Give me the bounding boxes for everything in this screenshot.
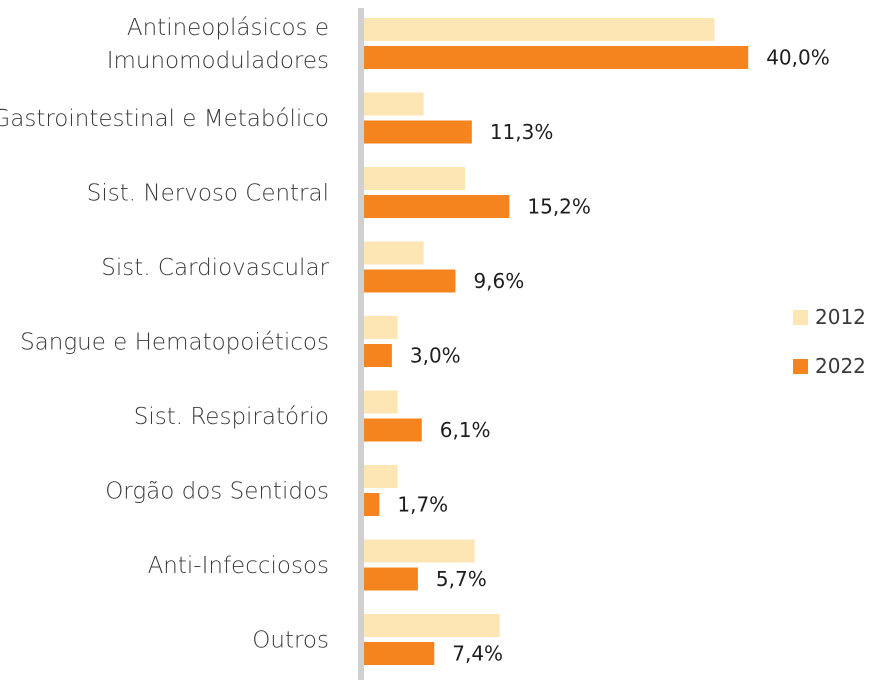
data-label-2022-0: 40,0% <box>766 46 830 70</box>
category-label-line: Antineoplásicos e <box>127 15 329 41</box>
bar-2012-7 <box>363 539 475 563</box>
category-label-line: Anti-Infecciosos <box>148 553 329 579</box>
bar-2022-1 <box>363 120 472 144</box>
bar-2012-4 <box>363 316 398 339</box>
data-label-2022-6: 1,7% <box>397 493 448 517</box>
data-label-2022-3: 9,6% <box>473 269 524 293</box>
bar-2012-5 <box>363 390 398 414</box>
legend-swatch-2012 <box>793 310 808 325</box>
category-label-7: Anti-Infecciosos <box>148 553 329 579</box>
bar-2022-5 <box>363 418 422 442</box>
category-label-line: Sist. Respiratório <box>134 404 329 430</box>
bar-2022-3 <box>363 269 456 293</box>
bar-2022-2 <box>363 195 510 218</box>
legend: 2012 2022 <box>793 305 866 378</box>
category-label-5: Sist. Respiratório <box>134 404 329 430</box>
category-label-line: Sist. Nervoso Central <box>87 181 329 207</box>
bar-2012-3 <box>363 241 424 265</box>
value-labels: 40,0% 11,3% 15,2% 9,6% 3,0% 6,1% 1,7% 5,7% 7,4% <box>397 46 829 666</box>
bar-2022-8 <box>363 642 435 665</box>
bar-2012-0 <box>363 18 715 41</box>
category-label-1: Gastrointestinal e Metabólico <box>0 106 329 132</box>
category-label-0: Antineoplásicos e Imunomoduladores <box>107 15 329 74</box>
category-label-line: Sangue e Hematopoiéticos <box>20 330 329 356</box>
category-labels: Antineoplásicos e Imunomoduladores Gastroi… <box>0 15 330 654</box>
bar-2022-0 <box>363 46 749 69</box>
legend-swatch-2022 <box>793 359 808 374</box>
bar-2012-6 <box>363 465 398 488</box>
category-label-line: Gastrointestinal e Metabólico <box>0 106 329 132</box>
category-label-line: Outros <box>252 628 329 654</box>
category-label-3: Sist. Cardiovascular <box>101 255 329 281</box>
category-label-2: Sist. Nervoso Central <box>87 181 329 207</box>
category-label-4: Sangue e Hematopoiéticos <box>20 330 329 356</box>
bars-group <box>363 18 749 665</box>
category-label-6: Orgão dos Sentidos <box>105 479 329 505</box>
category-label-line: Orgão dos Sentidos <box>105 479 329 505</box>
bar-2022-7 <box>363 567 418 591</box>
data-label-2022-8: 7,4% <box>452 642 503 666</box>
bar-2012-2 <box>363 167 466 190</box>
data-label-2022-7: 5,7% <box>436 567 487 591</box>
data-label-2022-5: 6,1% <box>440 418 491 442</box>
bar-2022-4 <box>363 344 392 367</box>
legend-label-2022: 2022 <box>815 354 866 378</box>
data-label-2022-4: 3,0% <box>410 344 461 368</box>
bar-2022-6 <box>363 493 380 516</box>
category-label-line: Sist. Cardiovascular <box>101 255 329 281</box>
category-label-line: Imunomoduladores <box>107 48 329 74</box>
bar-2012-8 <box>363 614 500 637</box>
category-axis <box>358 8 364 680</box>
category-label-8: Outros <box>252 628 329 654</box>
data-label-2022-2: 15,2% <box>527 195 591 219</box>
bar-2012-1 <box>363 92 424 116</box>
legend-label-2012: 2012 <box>815 305 866 329</box>
category-axis-line <box>358 8 364 680</box>
data-label-2022-1: 11,3% <box>490 120 554 144</box>
